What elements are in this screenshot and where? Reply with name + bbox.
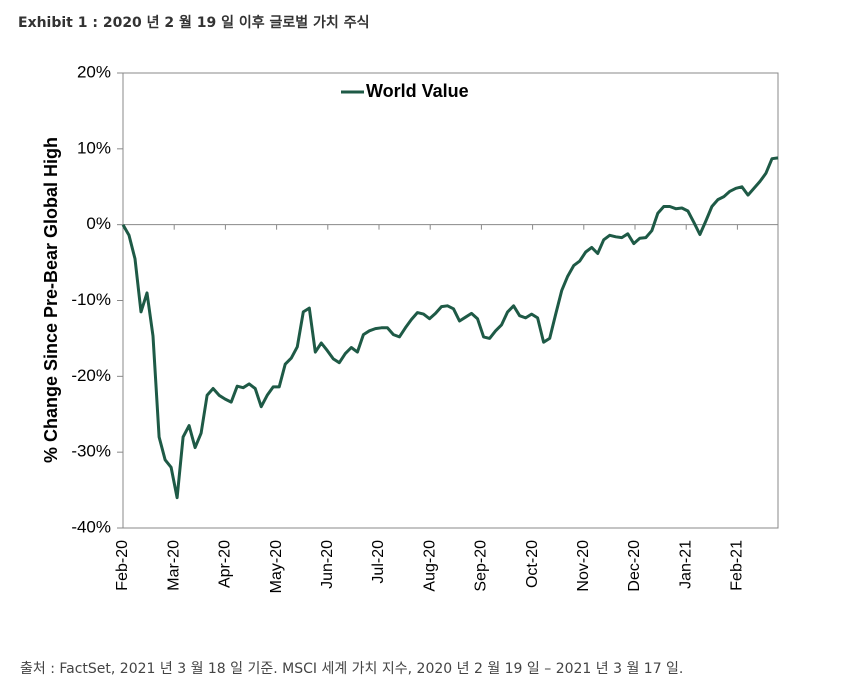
x-tick-label: Mar-20 (165, 540, 182, 591)
x-tick-label: Aug-20 (421, 540, 438, 592)
series-line (121, 156, 779, 500)
x-tick-label: Oct-20 (524, 540, 541, 588)
exhibit-title: Exhibit 1 : 2020 년 2 월 19 일 이후 글로벌 가치 주식 (18, 15, 370, 31)
plot-frame (122, 72, 779, 529)
y-axis-label: % Change Since Pre-Bear Global High (41, 137, 61, 463)
x-tick-label: Jan-21 (677, 540, 694, 589)
x-tick-label: Feb-20 (114, 540, 131, 591)
x-tick-label: Jul-20 (370, 540, 387, 584)
y-tick-label: 10% (77, 138, 111, 157)
y-tick-label: 0% (86, 214, 111, 233)
y-tick-label: -20% (71, 366, 111, 385)
x-tick-label: Sep-20 (473, 540, 490, 592)
x-tick-label: Feb-21 (729, 540, 746, 591)
y-tick-label: 20% (77, 62, 111, 81)
x-tick-label: Apr-20 (217, 540, 234, 588)
y-tick-label: -10% (71, 290, 111, 309)
x-tick-label: May-20 (268, 540, 285, 593)
x-tick-label: Jun-20 (319, 540, 336, 589)
y-tick-label: -40% (71, 517, 111, 536)
legend-label: World Value (366, 81, 469, 101)
y-tick-label: -30% (71, 442, 111, 461)
source-note: 출처 : FactSet, 2021 년 3 월 18 일 기준. MSCI 세… (20, 661, 684, 677)
x-tick-label: Nov-20 (575, 540, 592, 592)
x-tick-label: Dec-20 (626, 540, 643, 592)
